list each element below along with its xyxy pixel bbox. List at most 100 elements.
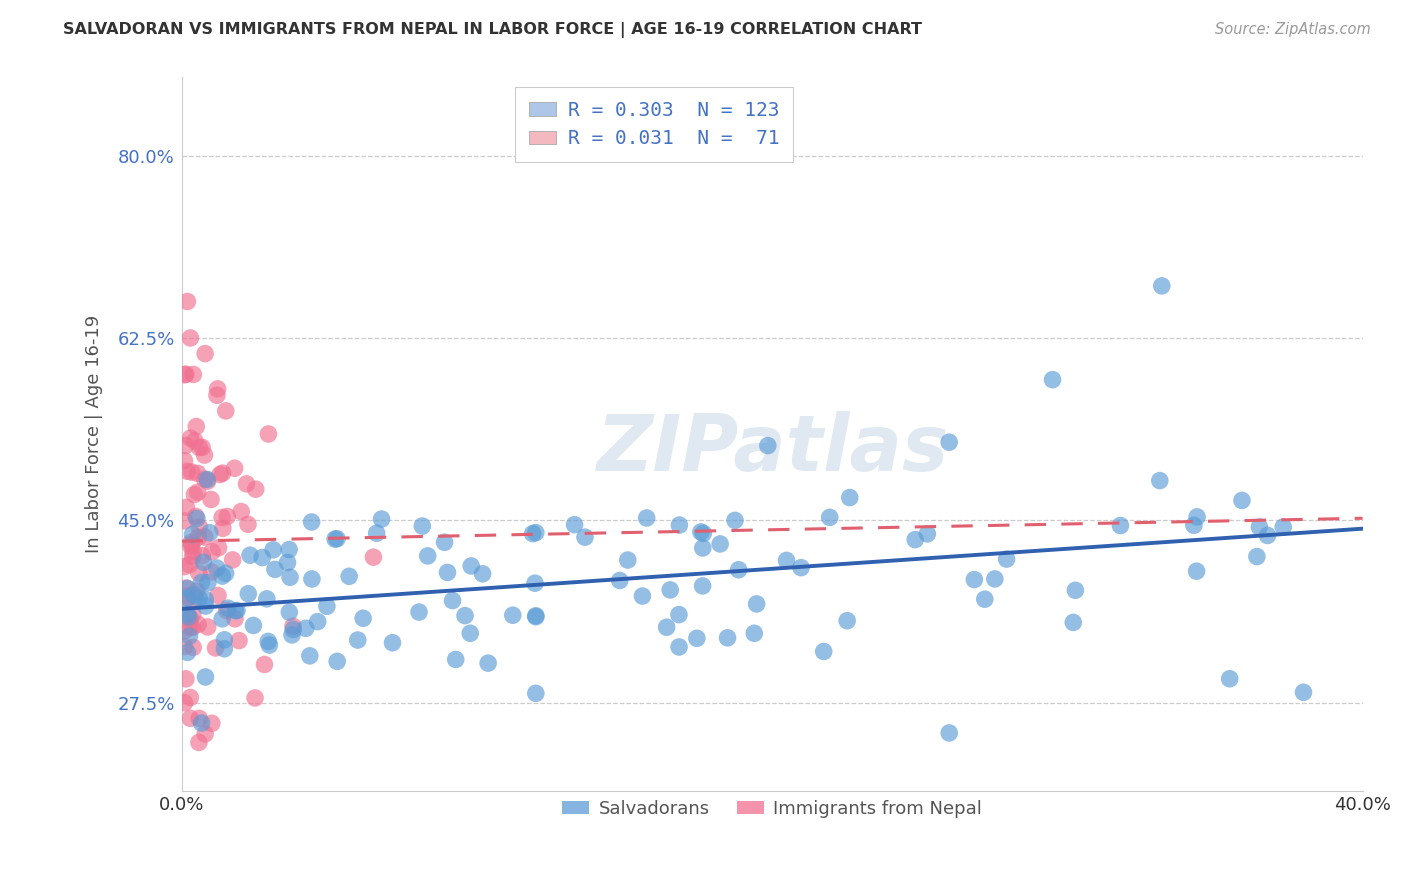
Point (1149, 474, 1171, 488)
Point (631, 589, 654, 603)
Point (659, 582, 682, 597)
Point (433, 535, 456, 549)
Point (211, 466, 233, 480)
Point (742, 626, 765, 640)
Point (524, 686, 547, 700)
Point (201, 716, 224, 731)
Point (1246, 549, 1268, 564)
Point (692, 526, 714, 541)
Point (1109, 518, 1132, 533)
Point (938, 435, 960, 450)
Point (574, 530, 596, 544)
Point (188, 711, 211, 725)
Point (524, 608, 547, 623)
Point (838, 491, 860, 505)
Point (352, 611, 374, 625)
Point (1272, 520, 1295, 534)
Point (207, 541, 229, 555)
Point (187, 566, 209, 581)
Point (238, 587, 260, 601)
Point (294, 621, 316, 635)
Point (214, 566, 236, 581)
Point (370, 512, 392, 526)
Point (686, 632, 709, 646)
Point (756, 439, 779, 453)
Point (179, 611, 201, 625)
Point (179, 690, 201, 705)
Point (173, 514, 195, 528)
Point (502, 608, 524, 623)
Point (444, 652, 467, 666)
Point (173, 696, 195, 710)
Point (179, 331, 201, 345)
Point (174, 438, 197, 452)
Point (194, 592, 217, 607)
Point (201, 545, 224, 559)
Point (668, 607, 690, 622)
Point (211, 569, 233, 583)
Point (264, 562, 287, 576)
Point (252, 550, 274, 565)
Point (745, 597, 768, 611)
Point (692, 541, 714, 555)
Point (195, 472, 218, 486)
Point (609, 574, 631, 588)
Point (1062, 615, 1084, 630)
Point (176, 582, 198, 596)
Point (209, 467, 232, 482)
Point (181, 640, 204, 655)
Point (188, 591, 211, 606)
Point (228, 633, 250, 648)
Text: ZIPatlas: ZIPatlas (596, 410, 948, 487)
Point (197, 474, 219, 488)
Point (186, 511, 208, 525)
Point (259, 638, 281, 652)
Point (253, 657, 276, 672)
Legend: Salvadorans, Immigrants from Nepal: Salvadorans, Immigrants from Nepal (555, 793, 988, 825)
Point (200, 492, 222, 507)
Point (278, 570, 301, 584)
Point (193, 555, 215, 569)
Point (181, 545, 204, 559)
Point (187, 467, 209, 481)
Point (1042, 373, 1064, 387)
Point (197, 575, 219, 590)
Text: SALVADORAN VS IMMIGRANTS FROM NEPAL IN LABOR FORCE | AGE 16-19 CORRELATION CHART: SALVADORAN VS IMMIGRANTS FROM NEPAL IN L… (63, 22, 922, 38)
Point (790, 560, 813, 574)
Point (243, 690, 266, 705)
Point (257, 427, 280, 442)
Point (1185, 509, 1208, 524)
Point (173, 453, 195, 467)
Point (187, 617, 209, 632)
Point (242, 618, 264, 632)
Point (211, 510, 233, 524)
Point (180, 535, 202, 549)
Point (176, 645, 198, 659)
Point (207, 589, 229, 603)
Point (187, 485, 209, 500)
Point (191, 441, 214, 455)
Point (441, 593, 464, 607)
Point (181, 607, 204, 622)
Point (727, 563, 749, 577)
Point (188, 441, 211, 455)
Point (205, 561, 228, 575)
Point (262, 542, 284, 557)
Point (346, 633, 368, 648)
Point (256, 591, 278, 606)
Point (281, 619, 304, 633)
Point (689, 524, 711, 539)
Point (221, 553, 243, 567)
Point (184, 434, 207, 448)
Point (174, 581, 197, 595)
Point (337, 569, 360, 583)
Point (215, 404, 238, 418)
Point (183, 487, 205, 501)
Point (326, 532, 349, 546)
Point (460, 558, 482, 573)
Point (522, 526, 544, 541)
Point (186, 584, 208, 599)
Point (236, 517, 259, 532)
Point (187, 735, 209, 749)
Point (173, 595, 195, 609)
